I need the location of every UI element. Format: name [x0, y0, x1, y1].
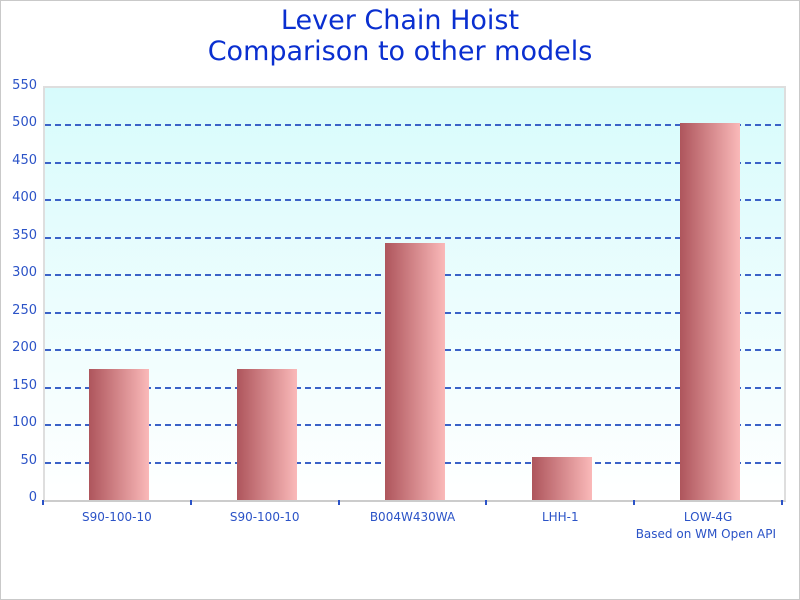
gridline-500 [45, 124, 784, 127]
bar-LOW-4G [680, 123, 741, 500]
chart-title: Lever Chain Hoist Comparison to other mo… [1, 5, 799, 67]
y-tick-label-200: 200 [12, 340, 37, 356]
bar-S90-100-10 [88, 368, 149, 500]
y-tick-label-50: 50 [20, 452, 37, 468]
y-tick-label-400: 400 [12, 190, 37, 206]
y-tick-label-100: 100 [12, 415, 37, 431]
x-category-label: S90-100-10 [82, 510, 152, 524]
plot-area [43, 86, 786, 502]
chart-footnote: Based on WM Open API [635, 527, 776, 541]
y-tick-label-0: 0 [28, 490, 37, 505]
x-tick [485, 500, 488, 505]
y-tick-label-150: 150 [12, 377, 37, 393]
x-category-label: B004W430WA [369, 510, 456, 524]
x-tick [337, 500, 340, 505]
gridline-350 [45, 236, 784, 239]
y-tick-label-250: 250 [12, 302, 37, 318]
y-tick-label-500: 500 [12, 115, 37, 131]
x-tick [42, 500, 44, 505]
y-tick-label-450: 450 [12, 152, 37, 168]
y-tick-label-350: 350 [12, 227, 37, 243]
y-tick-label-300: 300 [12, 265, 37, 281]
y-tick-label-550: 550 [12, 78, 37, 93]
bar-B004W430WA [384, 243, 445, 500]
x-category-label: LHH-1 [541, 510, 579, 524]
gridline-450 [45, 161, 784, 164]
chart-title-line2: Comparison to other models [207, 36, 593, 67]
bar-LHH-1 [532, 456, 593, 500]
x-category-label: S90-100-10 [229, 510, 300, 524]
x-tick [781, 500, 783, 505]
x-tick [189, 500, 192, 505]
x-tick [633, 500, 636, 505]
gridline-400 [45, 199, 784, 202]
x-category-label: LOW-4G [683, 510, 733, 524]
chart-title-line1: Lever Chain Hoist [280, 5, 520, 36]
bar-S90-100-10 [236, 368, 297, 500]
